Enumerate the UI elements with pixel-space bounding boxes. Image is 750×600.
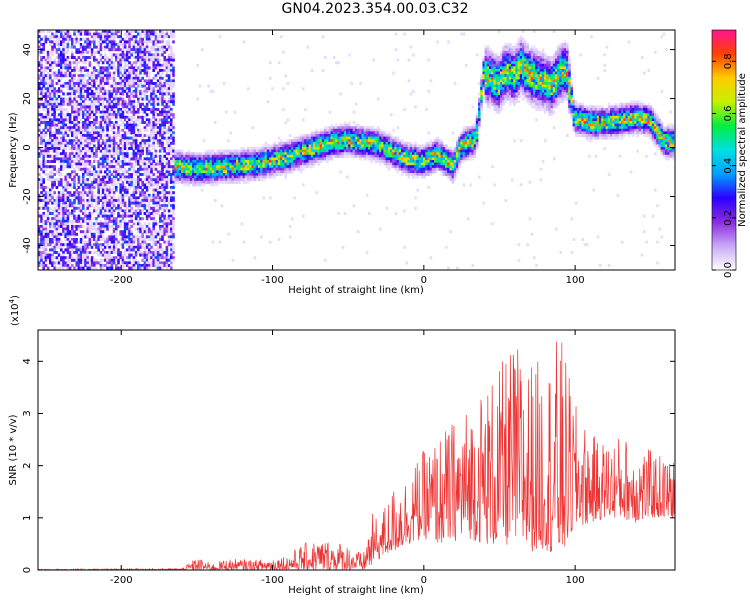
colorbar-tick-label: 0.4 xyxy=(723,158,734,174)
colorbar: 0.0 0.2 0.4 0.6 0.8 Normalized spectral ampl… xyxy=(711,29,748,278)
x-tick-label: 100 xyxy=(566,575,585,586)
colorbar-label: Normalized spectral amplitude xyxy=(737,73,748,227)
snr-xlabel: Height of straight line (km) xyxy=(288,585,424,596)
snr-scale-label: (x104) xyxy=(8,295,21,326)
x-tick-label: -100 xyxy=(261,275,284,286)
y-tick-label: 4 xyxy=(22,358,33,364)
x-tick-label: 0 xyxy=(421,575,427,586)
snr-panel: -200 -100 0 100 0 1 2 3 4 Height of straight lin… xyxy=(8,295,676,596)
x-tick-label: 100 xyxy=(566,275,585,286)
y-tick-label: -40 xyxy=(22,237,33,253)
y-tick-label: -20 xyxy=(22,188,33,204)
y-tick-label: 40 xyxy=(22,43,33,56)
colorbar-frame xyxy=(711,29,737,271)
y-tick-label: 2 xyxy=(22,462,33,468)
colorbar-tick-label: 0.2 xyxy=(723,210,734,226)
colorbar-tick-label: 0.6 xyxy=(723,106,734,122)
snr-background xyxy=(38,330,675,570)
y-tick-label: 0 xyxy=(22,144,33,150)
spectrogram-cells xyxy=(38,30,675,270)
x-tick-label: -200 xyxy=(110,275,133,286)
y-tick-label: 3 xyxy=(22,410,33,416)
y-tick-label: 1 xyxy=(22,515,33,521)
y-tick-label: 0 xyxy=(22,567,33,573)
colorbar-tick-label: 0.8 xyxy=(723,53,734,69)
spectrogram-xlabel: Height of straight line (km) xyxy=(288,285,424,296)
colorbar-ticks: 0.0 0.2 0.4 0.6 0.8 xyxy=(712,53,736,278)
figure-title: GN04.2023.354.00.03.C32 xyxy=(281,1,469,17)
colorbar-tick-label: 0.0 xyxy=(723,262,734,278)
y-tick-label: 20 xyxy=(22,92,33,105)
snr-ylabel: SNR (10 * v/v) xyxy=(8,414,19,485)
spectrogram-frame xyxy=(37,29,676,271)
x-tick-label: -200 xyxy=(110,575,133,586)
colorbar-gradient xyxy=(712,30,736,270)
spectrogram-ylabel: Frequency (Hz) xyxy=(8,112,19,188)
x-tick-label: 0 xyxy=(421,275,427,286)
snr-axes: -200 -100 0 100 0 1 2 3 4 xyxy=(22,330,675,586)
x-tick-label: -100 xyxy=(261,575,284,586)
snr-frame xyxy=(37,329,676,571)
